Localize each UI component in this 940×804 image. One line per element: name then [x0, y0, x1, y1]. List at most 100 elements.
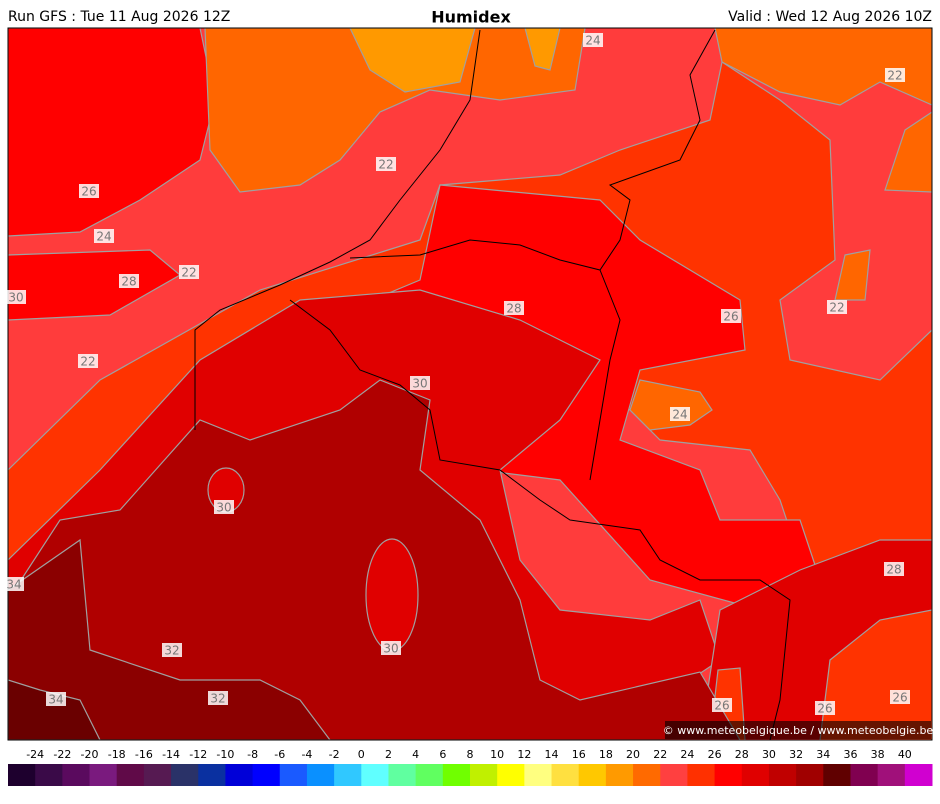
colorbar-swatch	[361, 764, 389, 786]
colorbar-tick-label: -2	[329, 748, 340, 761]
map-title: Humidex	[431, 8, 511, 27]
contour-label: 26	[81, 185, 96, 199]
borders	[194, 29, 791, 740]
contour-label: 26	[892, 691, 907, 705]
colorbar-swatch	[8, 764, 36, 786]
humidex-zone	[8, 679, 101, 740]
colorbar-swatch	[279, 764, 308, 786]
contour-label-box	[884, 562, 904, 576]
colorbar: -24 -22 -20 -18 -16 -14 -12 -10 -8 -6 -4 -2 0 2 4 6 8 10 1…	[8, 748, 933, 786]
colorbar-tick-label: 6	[439, 748, 446, 761]
colorbar-tick-label: 4	[412, 748, 419, 761]
colorbar-tick-label: 30	[762, 748, 776, 761]
colorbar-swatch	[796, 764, 824, 786]
colorbar-tick-label: -8	[247, 748, 258, 761]
contour-label-box	[6, 290, 26, 304]
contour-label: 30	[412, 377, 427, 391]
colorbar-tick-label: -24	[26, 748, 44, 761]
colorbar-swatch	[551, 764, 580, 786]
colorbar-swatch	[768, 764, 797, 786]
humidex-zone	[629, 379, 713, 431]
contour-label-box	[46, 692, 66, 706]
contour-label: 30	[216, 501, 231, 515]
colorbar-swatch	[62, 764, 91, 786]
colorbar-swatch	[605, 764, 634, 786]
contour-label-box	[583, 33, 603, 47]
contour-label: 32	[210, 692, 225, 706]
colorbar-tick-label: 8	[467, 748, 474, 761]
colorbar-swatch	[225, 764, 254, 786]
colorbar-swatch	[442, 764, 471, 786]
contour-label-box	[214, 500, 234, 514]
colorbar-tick-label: 20	[626, 748, 640, 761]
contour-label: 22	[181, 266, 196, 280]
colorbar-tick-label: 12	[517, 748, 531, 761]
colorbar-swatch	[904, 764, 933, 786]
contour-label: 24	[672, 408, 687, 422]
colorbar-swatch	[714, 764, 743, 786]
contour-label: 26	[723, 310, 738, 324]
colorbar-swatch	[578, 764, 607, 786]
run-label: Run GFS : Tue 11 Aug 2026 12Z	[8, 9, 230, 25]
contour-label: 24	[585, 34, 600, 48]
colorbar-tick-label: 0	[358, 748, 365, 761]
colorbar-tick-label: 14	[545, 748, 559, 761]
colorbar-swatch	[171, 764, 199, 786]
contour-label: 30	[8, 291, 23, 305]
colorbar-swatch	[741, 764, 770, 786]
colorbar-tick-label: 24	[680, 748, 694, 761]
colorbar-tick-label: -10	[216, 748, 234, 761]
colorbar-tick-label: -4	[301, 748, 312, 761]
contour-label-box	[78, 354, 98, 368]
contour-label: 28	[506, 302, 521, 316]
colorbar-tick-label: -14	[162, 748, 180, 761]
contour-label-box	[94, 229, 114, 243]
humidex-zone	[8, 538, 331, 740]
contour-label: 32	[164, 644, 179, 658]
contour-label-box	[410, 376, 430, 390]
contour-label-box	[815, 701, 835, 715]
humidex-zone	[709, 609, 932, 740]
contour-label: 22	[887, 69, 902, 83]
colorbar-tick-label: 10	[490, 748, 504, 761]
contour-label-box	[721, 309, 741, 323]
contour-label-box	[4, 577, 24, 591]
contour-label: 26	[714, 699, 729, 713]
colorbar-tick-label: -6	[274, 748, 285, 761]
colorbar-swatch	[470, 764, 498, 786]
humidex-zone	[365, 538, 419, 652]
colorbar-swatch	[633, 764, 661, 786]
contour-label-box	[376, 157, 396, 171]
colorbar-tick-label: 40	[898, 748, 912, 761]
colorbar-swatch	[334, 764, 362, 786]
colorbar-swatch	[306, 764, 335, 786]
contour-label: 28	[121, 275, 136, 289]
contour-labels: 24 22 22 26 24 22 28 30 28 26 22 22 30 24 30 28 34 32 30 32…	[4, 33, 910, 716]
colorbar-swatch	[198, 764, 226, 786]
contour-label: 22	[829, 301, 844, 315]
colorbar-tick-label: 2	[385, 748, 392, 761]
contour-label: 22	[378, 158, 393, 172]
colorbar-tick-label: 36	[843, 748, 857, 761]
colorbar-swatch	[35, 764, 63, 786]
humidex-zone	[349, 28, 561, 93]
colorbar-swatch	[823, 764, 851, 786]
contour-label-box	[712, 698, 732, 712]
colorbar-swatch	[252, 764, 281, 786]
colorbar-tick-label: -22	[53, 748, 71, 761]
colorbar-tick-label: 28	[735, 748, 749, 761]
humidex-zone	[8, 28, 216, 237]
humidex-zone	[714, 28, 932, 301]
map: 24 22 22 26 24 22 28 30 28 26 22 22 30 24 30 28 34 32 30 32…	[4, 27, 933, 741]
colorbar-tick-label: -16	[135, 748, 153, 761]
map-frame	[7, 27, 933, 741]
colorbar-swatch	[850, 764, 879, 786]
colorbar-swatch	[687, 764, 716, 786]
colorbar-tick-label: -12	[189, 748, 207, 761]
colorbar-swatch	[524, 764, 553, 786]
colorbar-swatch	[415, 764, 444, 786]
contour-label: 30	[383, 642, 398, 656]
contour-label: 34	[6, 578, 21, 592]
colorbar-swatch	[877, 764, 906, 786]
